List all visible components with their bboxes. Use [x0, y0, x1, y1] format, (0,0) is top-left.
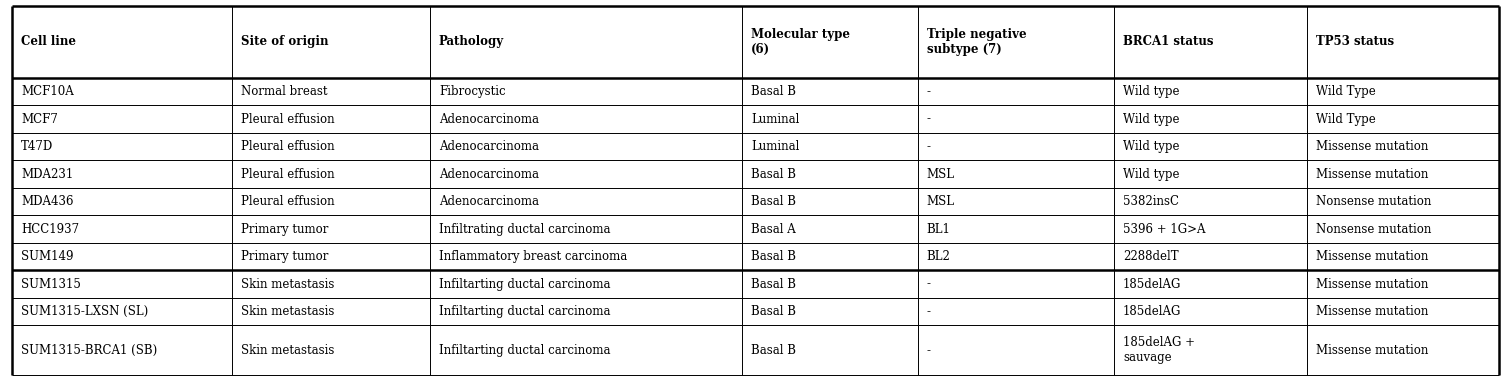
Text: Skin metastasis: Skin metastasis — [242, 278, 334, 291]
Text: Adenocarcinoma: Adenocarcinoma — [440, 168, 539, 181]
Text: Basal B: Basal B — [751, 250, 796, 263]
Text: Wild type: Wild type — [1123, 168, 1180, 181]
Text: Primary tumor: Primary tumor — [242, 223, 328, 235]
Text: 2288delT: 2288delT — [1123, 250, 1179, 263]
Text: Basal B: Basal B — [751, 278, 796, 291]
Text: -: - — [926, 112, 931, 126]
Text: 5382insC: 5382insC — [1123, 195, 1179, 208]
Text: SUM1315-BRCA1 (SB): SUM1315-BRCA1 (SB) — [21, 344, 157, 357]
Text: 185delAG +
sauvage: 185delAG + sauvage — [1123, 336, 1195, 364]
Text: -: - — [926, 85, 931, 98]
Text: Site of origin: Site of origin — [242, 35, 329, 48]
Text: Missense mutation: Missense mutation — [1316, 140, 1428, 153]
Text: MDA231: MDA231 — [21, 168, 74, 181]
Text: -: - — [926, 344, 931, 357]
Text: Pathology: Pathology — [440, 35, 505, 48]
Text: Infiltarting ductal carcinoma: Infiltarting ductal carcinoma — [440, 305, 610, 318]
Text: MDA436: MDA436 — [21, 195, 74, 208]
Text: Inflammatory breast carcinoma: Inflammatory breast carcinoma — [440, 250, 627, 263]
Text: HCC1937: HCC1937 — [21, 223, 79, 235]
Text: Normal breast: Normal breast — [242, 85, 328, 98]
Text: 185delAG: 185delAG — [1123, 305, 1182, 318]
Text: MCF10A: MCF10A — [21, 85, 74, 98]
Text: BL1: BL1 — [926, 223, 950, 235]
Text: Skin metastasis: Skin metastasis — [242, 305, 334, 318]
Text: TP53 status: TP53 status — [1316, 35, 1395, 48]
Text: Infiltrating ductal carcinoma: Infiltrating ductal carcinoma — [440, 223, 610, 235]
Text: Adenocarcinoma: Adenocarcinoma — [440, 140, 539, 153]
Text: Missense mutation: Missense mutation — [1316, 305, 1428, 318]
Text: Basal A: Basal A — [751, 223, 796, 235]
Text: Cell line: Cell line — [21, 35, 76, 48]
Text: T47D: T47D — [21, 140, 53, 153]
Text: MSL: MSL — [926, 195, 955, 208]
Text: Skin metastasis: Skin metastasis — [242, 344, 334, 357]
Text: Missense mutation: Missense mutation — [1316, 168, 1428, 181]
Text: Pleural effusion: Pleural effusion — [242, 112, 335, 126]
Text: SUM1315: SUM1315 — [21, 278, 82, 291]
Text: Molecular type
(6): Molecular type (6) — [751, 28, 851, 56]
Text: Luminal: Luminal — [751, 112, 799, 126]
Text: Adenocarcinoma: Adenocarcinoma — [440, 195, 539, 208]
Text: Nonsense mutation: Nonsense mutation — [1316, 195, 1431, 208]
Text: Basal B: Basal B — [751, 85, 796, 98]
Text: Wild type: Wild type — [1123, 85, 1180, 98]
Text: Fibrocystic: Fibrocystic — [440, 85, 506, 98]
Text: Primary tumor: Primary tumor — [242, 250, 328, 263]
Text: MSL: MSL — [926, 168, 955, 181]
Text: Pleural effusion: Pleural effusion — [242, 140, 335, 153]
Text: Wild Type: Wild Type — [1316, 85, 1377, 98]
Text: Wild type: Wild type — [1123, 140, 1180, 153]
Text: SUM1315-LXSN (SL): SUM1315-LXSN (SL) — [21, 305, 148, 318]
Text: BL2: BL2 — [926, 250, 950, 263]
Text: -: - — [926, 278, 931, 291]
Text: Infiltarting ductal carcinoma: Infiltarting ductal carcinoma — [440, 344, 610, 357]
Text: Triple negative
subtype (7): Triple negative subtype (7) — [926, 28, 1026, 56]
Text: MCF7: MCF7 — [21, 112, 57, 126]
Text: Luminal: Luminal — [751, 140, 799, 153]
Text: 5396 + 1G>A: 5396 + 1G>A — [1123, 223, 1206, 235]
Text: Basal B: Basal B — [751, 305, 796, 318]
Text: SUM149: SUM149 — [21, 250, 74, 263]
Text: Pleural effusion: Pleural effusion — [242, 168, 335, 181]
Text: Basal B: Basal B — [751, 195, 796, 208]
Text: -: - — [926, 140, 931, 153]
Text: Missense mutation: Missense mutation — [1316, 250, 1428, 263]
Text: 185delAG: 185delAG — [1123, 278, 1182, 291]
Text: Wild Type: Wild Type — [1316, 112, 1377, 126]
Text: BRCA1 status: BRCA1 status — [1123, 35, 1213, 48]
Text: Missense mutation: Missense mutation — [1316, 344, 1428, 357]
Text: Infiltarting ductal carcinoma: Infiltarting ductal carcinoma — [440, 278, 610, 291]
Text: Basal B: Basal B — [751, 344, 796, 357]
Text: Adenocarcinoma: Adenocarcinoma — [440, 112, 539, 126]
Text: -: - — [926, 305, 931, 318]
Text: Pleural effusion: Pleural effusion — [242, 195, 335, 208]
Text: Basal B: Basal B — [751, 168, 796, 181]
Text: Nonsense mutation: Nonsense mutation — [1316, 223, 1431, 235]
Text: Wild type: Wild type — [1123, 112, 1180, 126]
Text: Missense mutation: Missense mutation — [1316, 278, 1428, 291]
